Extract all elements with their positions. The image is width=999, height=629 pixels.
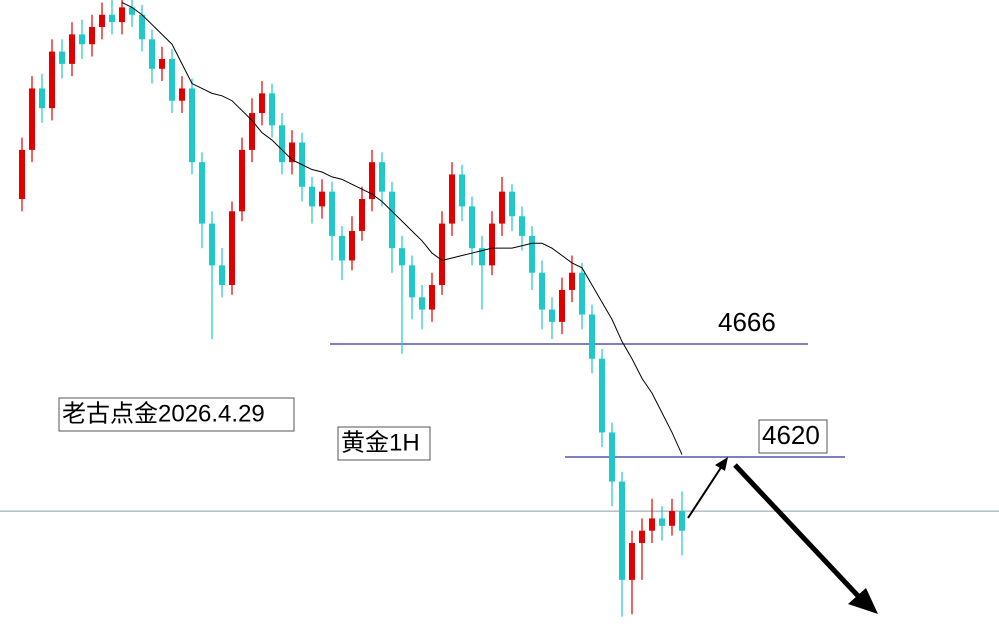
candle-body: [609, 432, 615, 482]
candle-body: [459, 174, 465, 207]
candle-body: [569, 272, 575, 290]
candle-body: [519, 216, 525, 236]
candle-body: [579, 272, 585, 315]
candle-body: [589, 314, 595, 359]
candle-body: [219, 265, 225, 286]
candle-body: [599, 358, 605, 433]
candle-body: [509, 191, 515, 217]
candle-body: [199, 162, 205, 224]
candle-body: [159, 58, 165, 69]
candle-body: [109, 14, 115, 23]
candle-body: [99, 14, 105, 28]
candle-body: [149, 39, 155, 69]
candle-body: [659, 518, 665, 526]
candle-body: [69, 34, 75, 64]
candle-body: [129, 7, 135, 15]
candle-body: [349, 230, 355, 261]
candle-body: [549, 309, 555, 322]
candle-body: [59, 51, 65, 64]
candle-body: [389, 191, 395, 249]
candle-body: [229, 211, 235, 286]
candle-body: [619, 481, 625, 580]
candle-body: [439, 223, 445, 286]
candle-body: [339, 235, 345, 261]
candle-body: [669, 511, 675, 526]
candle-body: [499, 191, 505, 224]
candle-body: [409, 265, 415, 298]
candle-body: [679, 511, 685, 531]
candle-body: [119, 7, 125, 23]
candle-body: [429, 285, 435, 310]
candle-body: [29, 88, 35, 150]
candle-body: [209, 223, 215, 266]
candle-body: [559, 289, 565, 322]
candle-body: [629, 543, 635, 580]
candle-body: [489, 223, 495, 266]
candle-body: [189, 88, 195, 163]
annotation-box: [58, 397, 295, 432]
candle-body: [249, 113, 255, 150]
candle-body: [469, 206, 475, 249]
candle-body: [379, 162, 385, 192]
candle-body: [49, 51, 55, 109]
arrow-head: [715, 457, 728, 471]
candle-body: [319, 191, 325, 207]
arrow: [687, 465, 723, 519]
candle-body: [259, 93, 265, 114]
candle-body: [309, 186, 315, 207]
candle-body: [639, 530, 645, 544]
candle-body: [19, 149, 25, 200]
arrow-head: [848, 588, 878, 614]
candle-body: [269, 93, 275, 126]
level-label: 4620: [762, 420, 820, 450]
candle-body: [419, 297, 425, 310]
candle-body: [539, 272, 545, 310]
candle-body: [239, 149, 245, 212]
candle-body: [179, 88, 185, 101]
annotation-box: [337, 426, 431, 461]
arrow: [733, 463, 862, 600]
annotation: 黄金1H: [341, 429, 420, 456]
level-label: 4666: [718, 307, 776, 337]
candle-body: [169, 58, 175, 101]
candle-body: [449, 174, 455, 224]
candle-body: [529, 235, 535, 273]
candle-body: [89, 27, 95, 45]
candle-body: [329, 191, 335, 236]
candle-body: [359, 199, 365, 231]
candle-body: [369, 162, 375, 200]
level-label-box: [758, 419, 828, 454]
candle-body: [289, 142, 295, 163]
moving-average-line: [121, 2, 683, 455]
candle-body: [39, 88, 45, 109]
candle-body: [279, 125, 285, 163]
candle-body: [79, 34, 85, 45]
annotation: 老古点金2026.4.29: [62, 400, 265, 427]
candle-body: [649, 518, 655, 531]
candle-body: [399, 248, 405, 266]
candle-body: [139, 14, 145, 40]
candle-body: [479, 248, 485, 266]
